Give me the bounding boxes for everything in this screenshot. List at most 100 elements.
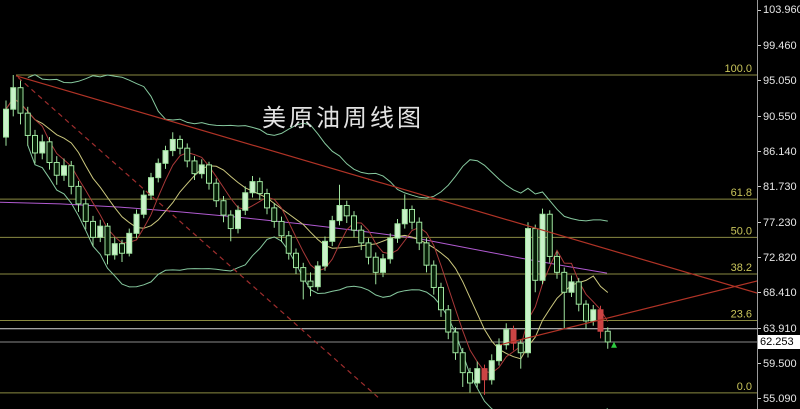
candle-body bbox=[75, 185, 82, 205]
axis-tick-label: 81.730 bbox=[763, 180, 797, 193]
candle-body bbox=[256, 181, 263, 195]
candle-body bbox=[68, 165, 75, 187]
candle-body bbox=[53, 162, 60, 176]
axis-tick-mark bbox=[758, 9, 761, 11]
candle-body bbox=[293, 252, 299, 269]
candle-body bbox=[554, 255, 560, 273]
axis-tick-label: 72.820 bbox=[763, 251, 797, 264]
candle-body bbox=[604, 330, 611, 343]
candle-body bbox=[452, 331, 459, 354]
candle-body bbox=[510, 329, 517, 344]
candle-body bbox=[575, 281, 582, 305]
candle-body bbox=[568, 281, 575, 293]
candle-body bbox=[3, 108, 9, 138]
candle-body bbox=[133, 213, 140, 234]
candle-body bbox=[351, 215, 357, 231]
candle-body bbox=[539, 213, 546, 281]
candle-body bbox=[409, 208, 415, 223]
candle-body bbox=[445, 309, 452, 333]
candle-body bbox=[206, 164, 212, 184]
axis-tick-mark bbox=[758, 45, 761, 47]
candle-body bbox=[474, 368, 481, 384]
candle-body bbox=[97, 225, 104, 238]
candle-body bbox=[155, 162, 162, 179]
axis-tick-mark bbox=[758, 257, 761, 259]
axis-tick-label: 86.140 bbox=[763, 145, 797, 158]
candle-body bbox=[111, 243, 118, 256]
candle-body bbox=[191, 160, 198, 175]
candle-body bbox=[517, 342, 524, 354]
candle-body bbox=[387, 237, 394, 260]
candle-body bbox=[300, 267, 307, 282]
candle-body bbox=[503, 329, 510, 346]
candle-body bbox=[329, 220, 336, 242]
axis-tick-mark bbox=[758, 328, 761, 330]
candle-body bbox=[358, 229, 365, 244]
candle-body bbox=[264, 193, 270, 209]
candle-body bbox=[546, 213, 553, 257]
current-price-tag: 62.253 bbox=[758, 334, 800, 349]
candle-body bbox=[126, 232, 133, 254]
candle-body bbox=[459, 352, 466, 374]
candle-body bbox=[394, 223, 401, 239]
candle-body bbox=[322, 240, 328, 267]
candle-body bbox=[184, 147, 191, 162]
candle-body bbox=[307, 280, 314, 288]
candle-body bbox=[10, 87, 17, 110]
candle-body bbox=[198, 164, 205, 175]
candle-body bbox=[104, 225, 111, 256]
candle-body bbox=[235, 209, 241, 230]
ma-mid-line bbox=[5, 97, 609, 360]
fib-level-label: 61.8 bbox=[731, 187, 752, 199]
candle-body bbox=[423, 242, 430, 266]
fib-level-label: 23.6 bbox=[731, 308, 752, 320]
candle-body bbox=[532, 228, 539, 281]
bollinger-upper-band bbox=[27, 74, 608, 222]
axis-tick-mark bbox=[758, 292, 761, 294]
chart-canvas[interactable]: 100.0 61.8 50.0 38.2 23.6 0.0 bbox=[0, 0, 757, 409]
candle-body bbox=[162, 150, 169, 164]
candle-body bbox=[278, 220, 285, 237]
fib-level-label: 38.2 bbox=[731, 262, 752, 274]
chart-title: 美原油周线图 bbox=[262, 104, 424, 132]
axis-tick-label: 63.910 bbox=[763, 322, 797, 335]
candle-body bbox=[372, 256, 379, 273]
candle-body bbox=[380, 258, 386, 273]
candle-body bbox=[177, 138, 183, 149]
bollinger-lower-band bbox=[27, 145, 609, 409]
axis-tick-mark bbox=[758, 151, 761, 153]
candle-body bbox=[119, 243, 125, 254]
candle-body bbox=[61, 165, 67, 176]
fib-level-label: 0.0 bbox=[737, 381, 752, 393]
candle-body bbox=[438, 286, 444, 311]
candle-body bbox=[401, 208, 408, 225]
axis-tick-mark bbox=[758, 80, 761, 82]
fib-level-label: 50.0 bbox=[731, 225, 752, 237]
axis-tick-label: 59.500 bbox=[763, 357, 797, 370]
candle-body bbox=[481, 368, 488, 381]
axis-tick-label: 90.550 bbox=[763, 110, 797, 123]
ma-fast-line bbox=[5, 97, 609, 374]
candle-body bbox=[467, 372, 473, 384]
axis-tick-label: 77.230 bbox=[763, 216, 797, 229]
candle-body bbox=[39, 141, 46, 154]
fib-level-label: 100.0 bbox=[724, 63, 752, 75]
candle-body bbox=[496, 344, 502, 362]
axis-tick-mark bbox=[758, 222, 761, 224]
candle-body bbox=[285, 235, 292, 254]
axis-tick-label: 55.090 bbox=[763, 392, 797, 405]
axis-tick-label: 99.460 bbox=[763, 39, 797, 52]
candle-body bbox=[314, 265, 321, 288]
candle-body bbox=[24, 112, 31, 136]
candle-body bbox=[416, 221, 423, 244]
candle-body bbox=[525, 228, 531, 354]
candle-body bbox=[169, 138, 176, 152]
candle-body bbox=[220, 200, 227, 216]
candle-body bbox=[32, 134, 38, 154]
axis-tick-label: 95.050 bbox=[763, 74, 797, 87]
candlestick-chart[interactable]: 100.0 61.8 50.0 38.2 23.6 0.0 美原油周线图 bbox=[0, 0, 757, 409]
candle-body bbox=[148, 177, 154, 196]
candle-body bbox=[488, 360, 495, 381]
axis-tick-label: 68.410 bbox=[763, 286, 797, 299]
